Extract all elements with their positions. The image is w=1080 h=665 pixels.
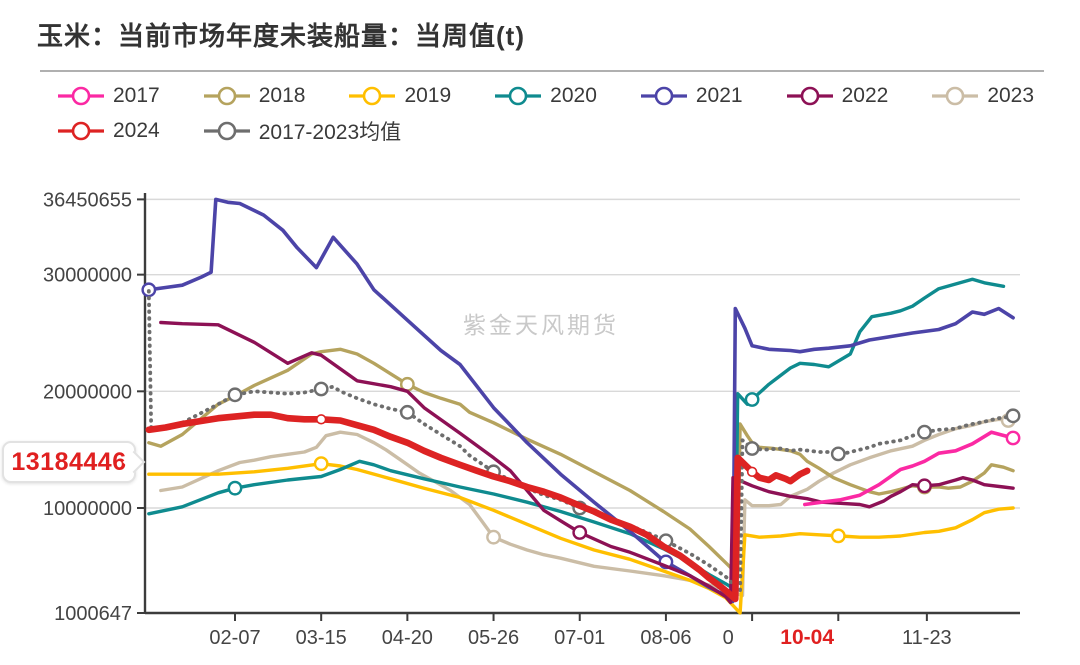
series-marker-y2020: [227, 480, 243, 496]
legend-marker-icon: [932, 86, 979, 106]
legend-item-y2020[interactable]: 2020: [495, 84, 597, 108]
x-tick-label: 08-06: [640, 627, 691, 649]
legend-item-y2024[interactable]: 2024: [58, 119, 160, 143]
series-marker-avg: [227, 387, 243, 403]
series-marker-y2019: [830, 528, 846, 544]
series-line-y2021: [147, 197, 1015, 604]
legend-item-avg[interactable]: 2017-2023均值: [203, 116, 402, 146]
legend-item-y2021[interactable]: 2021: [640, 84, 743, 108]
y-tick-label: 1000647: [54, 603, 132, 625]
legend-item-y2018[interactable]: 2018: [203, 84, 306, 108]
legend-item-y2022[interactable]: 2022: [786, 84, 889, 108]
title-divider: [40, 70, 1044, 72]
series-line-y2018: [147, 347, 1015, 577]
x-tick-label: 11-23: [902, 627, 952, 649]
series-marker-y2019: [313, 456, 329, 472]
series-marker-y2022: [572, 525, 588, 540]
legend-row: 2024 2017-2023均值: [58, 116, 1038, 146]
series-marker-y2023: [486, 529, 501, 545]
legend-marker-icon: [786, 86, 833, 106]
x-label-highlight: 10-04: [780, 626, 834, 649]
x-tick-label: 05-26: [468, 627, 519, 649]
legend-item-y2023[interactable]: 2023: [932, 84, 1034, 108]
legend-label: 2017: [113, 84, 160, 107]
series-line-y2017: [803, 430, 1015, 507]
legend-row: 2017 2018 2019 2020 2021 2022 2023: [58, 84, 1038, 108]
series-line-y2020: [147, 277, 1006, 592]
legend-marker-icon: [58, 121, 104, 141]
legend-marker-icon: [640, 86, 687, 106]
legend-label: 2024: [113, 119, 160, 142]
legend-marker-icon: [349, 86, 396, 106]
legend-marker-icon: [495, 86, 542, 106]
legend-label: 2020: [550, 84, 597, 107]
legend-item-y2017[interactable]: 2017: [58, 84, 160, 108]
legend-label: 2019: [404, 84, 452, 107]
series-marker-avg: [399, 404, 415, 420]
series-marker-avg: [1005, 408, 1021, 424]
series-line-y2022: [159, 320, 1015, 605]
series-marker-avg: [313, 381, 329, 397]
legend-label: 2017-2023均值: [258, 121, 402, 144]
y-tick-label: 36450655: [43, 189, 132, 211]
series-marker-avg: [917, 424, 932, 440]
x-tick-label: 04-20: [382, 627, 433, 649]
y-tick-label: 20000000: [43, 381, 132, 403]
series-marker-avg: [744, 441, 760, 456]
x-tick-label: 07-01: [554, 627, 605, 649]
latest-value-callout: 13184446: [2, 441, 136, 483]
legend-label: 2018: [258, 84, 306, 107]
series-marker-y2024: [746, 466, 758, 478]
legend-label: 2023: [987, 84, 1035, 107]
legend-label: 2021: [695, 84, 743, 107]
series-marker-y2022: [917, 478, 932, 494]
series-line-y2024: [145, 411, 811, 603]
series-marker-y2020: [744, 392, 760, 407]
latest-value-label: 13184446: [11, 447, 127, 476]
legend-marker-icon: [203, 121, 250, 141]
series-marker-y2017: [1005, 430, 1021, 446]
series-line-y2023: [159, 417, 1010, 598]
series-marker-y2024: [315, 414, 327, 425]
x-tick-label: 02-07: [209, 627, 260, 649]
legend-marker-icon: [58, 86, 104, 106]
series-marker-avg: [830, 446, 846, 462]
legend-label: 2022: [841, 84, 889, 107]
chart-legend: 2017 2018 2019 2020 2021 2022 2023 2024 2017-202…: [58, 84, 1038, 146]
x-tick-label: 0: [723, 627, 734, 649]
y-tick-label: 10000000: [43, 498, 132, 520]
x-tick-label: 03-15: [296, 627, 347, 649]
legend-marker-icon: [203, 86, 250, 106]
page-title: 玉米：当前市场年度未装船量：当周值(t): [37, 21, 525, 51]
watermark: 紫金天风期货: [463, 312, 619, 338]
y-tick-label: 30000000: [43, 265, 132, 287]
legend-item-y2019[interactable]: 2019: [349, 84, 451, 108]
